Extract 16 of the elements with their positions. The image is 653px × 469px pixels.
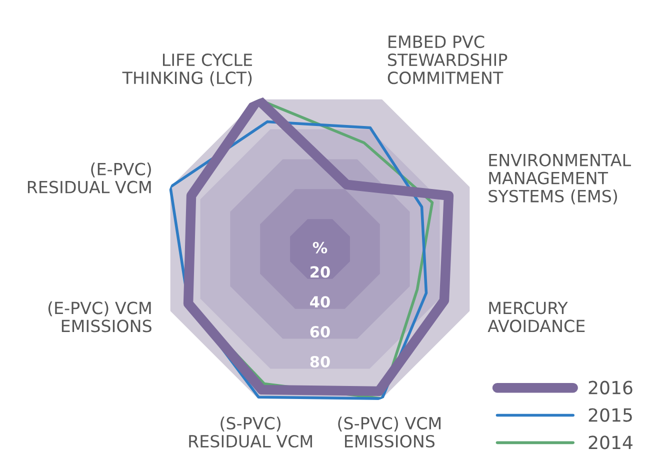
spoke-label: (S-PVC) RESIDUAL VCM [189, 416, 312, 448]
y-tick-label: 60 [310, 326, 330, 338]
spoke-label: LIFE CYCLE THINKING (LCT) [122, 53, 252, 86]
spoke-label: EMBED PVC STEWARDSHIP COMMITMENT [388, 35, 508, 84]
legend-label: 2016 [588, 380, 632, 394]
spoke-label: MERCURY AVOIDANCE [488, 302, 585, 332]
spoke-label: (E-PVC) VCM EMISSIONS [48, 301, 152, 332]
legend-label: 2015 [588, 408, 632, 422]
legend-label: 2014 [588, 436, 632, 450]
y-tick-label: 80 [310, 356, 330, 368]
y-tick-label: 40 [310, 296, 330, 308]
spoke-label: (S-PVC) VCM EMISSIONS [338, 416, 441, 448]
spoke-label: (E-PVC) RESIDUAL VCM [28, 162, 151, 194]
y-tick-label: 20 [310, 266, 330, 278]
spoke-label: ENVIRONMENTAL MANAGEMENT SYSTEMS (EMS) [488, 154, 631, 204]
y-tick-label: % [312, 242, 328, 254]
